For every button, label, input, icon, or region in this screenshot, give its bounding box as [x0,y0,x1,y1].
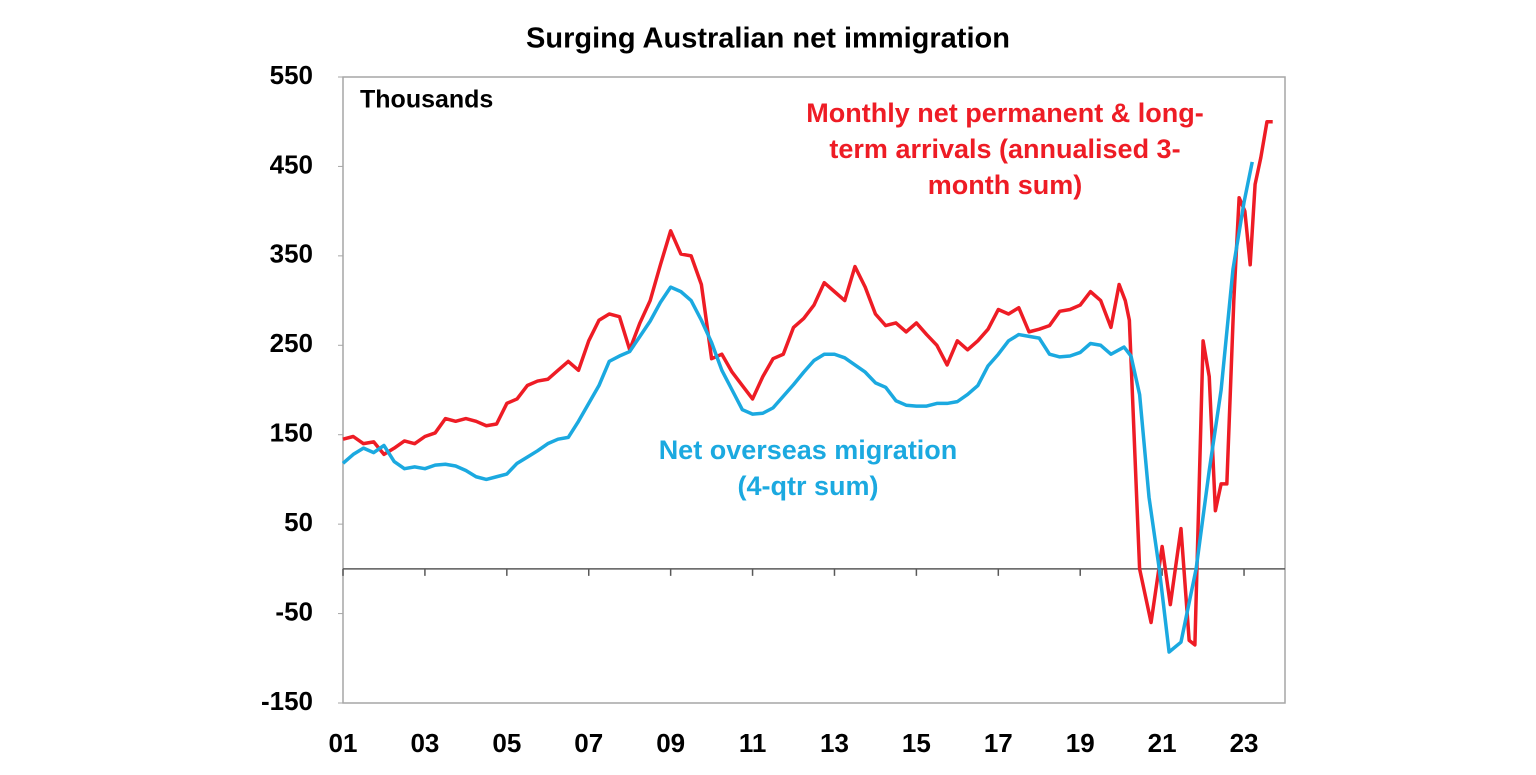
x-tick-label: 03 [410,728,439,758]
x-tick-label: 23 [1230,728,1259,758]
x-tick-label: 13 [820,728,849,758]
x-tick-label: 01 [329,728,358,758]
y-tick-label: 50 [284,507,313,537]
y-axis-unit: Thousands [360,86,493,114]
series-label: (4-qtr sum) [738,471,879,501]
series-line [342,119,1273,647]
y-tick-label: 250 [270,328,313,358]
x-tick-label: 07 [574,728,603,758]
y-tick-label: 350 [270,239,313,269]
series-label: Net overseas migration [659,435,958,465]
chart-title: Surging Australian net immigration [526,23,1010,55]
y-tick-label: 450 [270,149,313,179]
x-tick-label: 05 [492,728,521,758]
series-label: Monthly net permanent & long- [806,98,1204,128]
y-tick-label: -50 [275,596,313,626]
y-tick-label: -150 [261,686,313,716]
series-label: term arrivals (annualised 3- [829,134,1180,164]
series-label: month sum) [928,170,1083,200]
plot-frame [342,76,1286,704]
y-tick-label: 550 [270,60,313,90]
x-tick-label: 21 [1148,728,1177,758]
x-tick-label: 19 [1066,728,1095,758]
x-tick-label: 11 [739,728,767,758]
x-tick-label: 17 [984,728,1013,758]
y-tick-label: 150 [270,418,313,448]
x-tick-label: 15 [902,728,931,758]
series-line [341,161,1254,654]
x-tick-label: 09 [656,728,685,758]
